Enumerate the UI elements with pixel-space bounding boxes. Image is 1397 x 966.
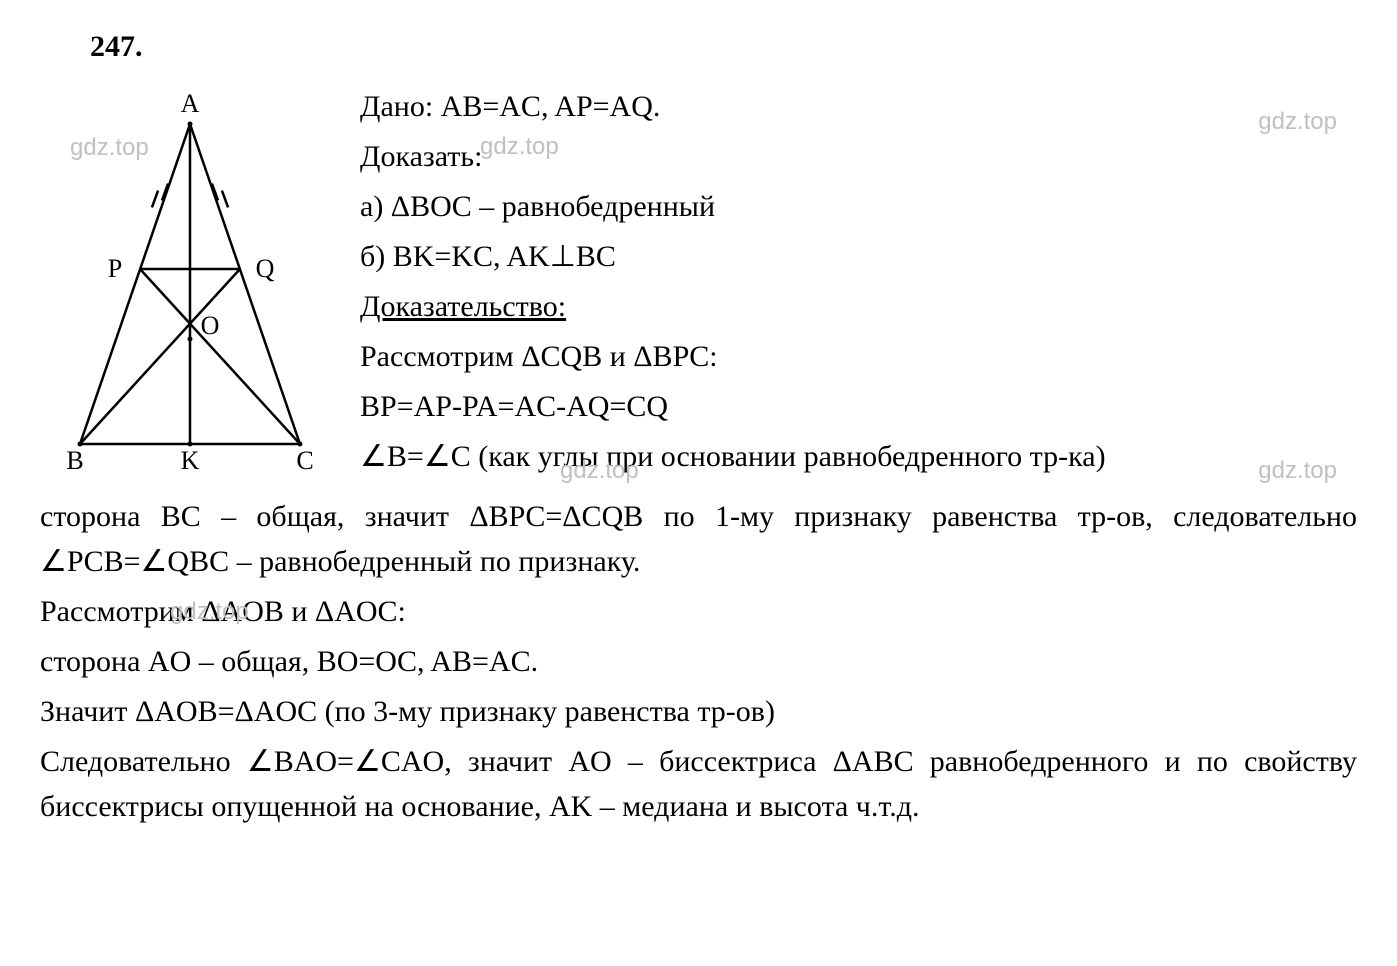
watermark-right2: gdz.top xyxy=(480,129,559,165)
svg-text:B: B xyxy=(66,446,83,474)
watermark-right4: gdz.top xyxy=(1258,453,1337,489)
problem-number: 247. xyxy=(90,30,1357,64)
proof-label: Доказательство: xyxy=(360,284,1357,329)
line3: ∠B=∠C (как углы при основании равнобедре… xyxy=(360,434,1357,479)
watermark-bottom: gdz.top xyxy=(170,594,249,630)
line6: сторона AO – общая, BO=OC, AB=AC. xyxy=(40,639,1357,684)
watermark-right3: gdz.top xyxy=(560,453,639,489)
line7: Значит ΔAOB=ΔAOC (по 3-му признаку равен… xyxy=(40,689,1357,734)
prove-a: а) ΔBOC – равнобедренный xyxy=(360,184,1357,229)
top-section: gdz.top A B C K P Q O gdz.top gdz.top Дано: AB… xyxy=(40,74,1357,484)
svg-text:K: K xyxy=(181,446,200,474)
bottom-text-block: сторона BC – общая, значит ΔBPC=ΔCQB по … xyxy=(40,494,1357,829)
svg-text:A: A xyxy=(181,89,200,118)
right-text-block: gdz.top gdz.top Дано: AB=AC, AP=AQ. Дока… xyxy=(360,74,1357,484)
svg-text:P: P xyxy=(108,254,122,283)
watermark-figure: gdz.top xyxy=(70,134,149,162)
watermark-right1: gdz.top xyxy=(1258,104,1337,140)
line1: Рассмотрим ΔCQB и ΔBPC: xyxy=(360,334,1357,379)
line8: Следовательно ∠BAO=∠CAO, значит AO – бис… xyxy=(40,739,1357,829)
line4: сторона BC – общая, значит ΔBPC=ΔCQB по … xyxy=(40,494,1357,584)
svg-text:Q: Q xyxy=(256,254,275,283)
line2: BP=AP-PA=AC-AQ=CQ xyxy=(360,384,1357,429)
svg-text:O: O xyxy=(201,311,220,340)
figure-container: gdz.top A B C K P Q O xyxy=(40,74,340,474)
prove-b: б) BK=KC, AK⊥BC xyxy=(360,234,1357,279)
svg-text:C: C xyxy=(296,446,313,474)
line3-text: ∠B=∠C (как углы при основании равнобедре… xyxy=(360,440,1106,473)
given-line: Дано: AB=AC, AP=AQ. xyxy=(360,84,1357,129)
